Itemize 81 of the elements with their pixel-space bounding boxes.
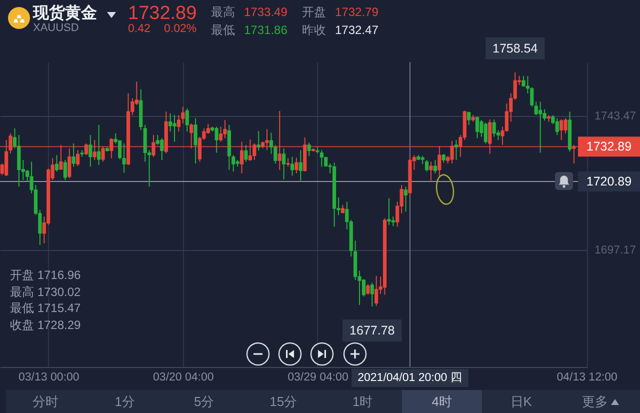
candlestick <box>492 118 496 138</box>
annotation: 开盘 1716.96 <box>10 268 81 282</box>
text: 1时 <box>352 392 373 410</box>
candlestick <box>185 108 189 132</box>
candlestick <box>232 154 236 172</box>
candlestick <box>206 124 210 134</box>
text: 最高 1733.49 <box>211 5 288 19</box>
candlestick <box>194 118 198 164</box>
candlestick <box>484 122 488 144</box>
text: 最低 1731.86 <box>211 23 288 37</box>
candlestick <box>538 101 542 154</box>
y-tick-label: 1743.47 <box>594 110 636 123</box>
candlestick <box>555 118 559 136</box>
candlestick <box>76 150 80 167</box>
x-tick-label: 2021/04/01 20:00 四 <box>358 372 462 384</box>
candlestick <box>530 86 534 108</box>
ref-line-label: 1732.89 <box>586 140 632 154</box>
x-tick-label: 03/29 04:00 <box>288 372 348 384</box>
candlestick <box>181 106 185 124</box>
candlestick <box>72 142 76 168</box>
candlestick <box>307 142 311 156</box>
text: 5分 <box>194 392 214 410</box>
text: 更多 <box>582 392 608 410</box>
ref-line-label: 1720.89 <box>586 174 632 188</box>
candlestick <box>218 126 223 142</box>
candlestick <box>54 154 59 172</box>
candlestick <box>176 114 181 132</box>
chart-title: 现货黄金 <box>33 5 97 22</box>
candlestick <box>454 139 458 160</box>
candlestick <box>172 114 176 142</box>
candlestick <box>404 186 408 212</box>
candlestick <box>256 130 260 152</box>
candlestick <box>560 118 564 140</box>
candlestick <box>366 284 370 296</box>
candlestick <box>467 111 471 126</box>
text: 日K <box>510 392 532 410</box>
x-tick-label: 03/20 04:00 <box>153 372 214 384</box>
text: 昨收 1732.47 <box>302 23 378 37</box>
text: 15分 <box>270 392 298 410</box>
candlestick <box>97 124 101 166</box>
annotation: 1677.78 <box>350 323 395 338</box>
candlestick <box>298 150 302 182</box>
candlestick <box>429 161 433 182</box>
text: 开盘 1732.79 <box>302 5 378 19</box>
text: 1732.89 <box>128 3 197 24</box>
candlestick <box>223 119 227 139</box>
text: 4时 <box>432 392 452 410</box>
text: 分时 <box>32 392 59 410</box>
candlestick <box>424 159 429 172</box>
candlestick <box>122 142 126 174</box>
x-tick-label: 04/13 12:00 <box>556 372 618 384</box>
candlestick <box>290 156 294 176</box>
candlestick <box>475 116 480 139</box>
annotation: 最高 1730.02 <box>10 285 81 299</box>
text: 1分 <box>114 392 135 410</box>
candlestick <box>282 148 286 180</box>
candlestick <box>320 150 324 168</box>
candlestick <box>391 216 395 227</box>
candlestick <box>88 134 92 168</box>
annotation: 收盘 1728.29 <box>10 318 81 332</box>
candlestick <box>160 138 164 160</box>
candlestick <box>374 275 378 306</box>
candlestick <box>387 198 391 226</box>
candlestick <box>534 101 538 116</box>
candlestick <box>362 278 366 298</box>
candlestick <box>168 112 172 132</box>
candlestick <box>274 144 278 164</box>
candlestick <box>63 159 67 180</box>
text: 0.02% <box>164 23 197 36</box>
candlestick <box>370 282 374 307</box>
chart-subtitle: XAUUSD <box>33 22 79 34</box>
candlestick <box>433 159 438 174</box>
annotation: 1758.54 <box>492 41 538 56</box>
candlestick <box>214 126 218 154</box>
x-tick-label: 03/13 00:00 <box>18 372 80 384</box>
y-tick-label: 1697.17 <box>594 244 636 257</box>
candlestick <box>294 157 298 174</box>
candlestick <box>17 134 21 188</box>
text: 0.42 <box>128 23 150 36</box>
annotation: 最低 1715.47 <box>10 301 81 315</box>
candlestick <box>244 144 248 162</box>
